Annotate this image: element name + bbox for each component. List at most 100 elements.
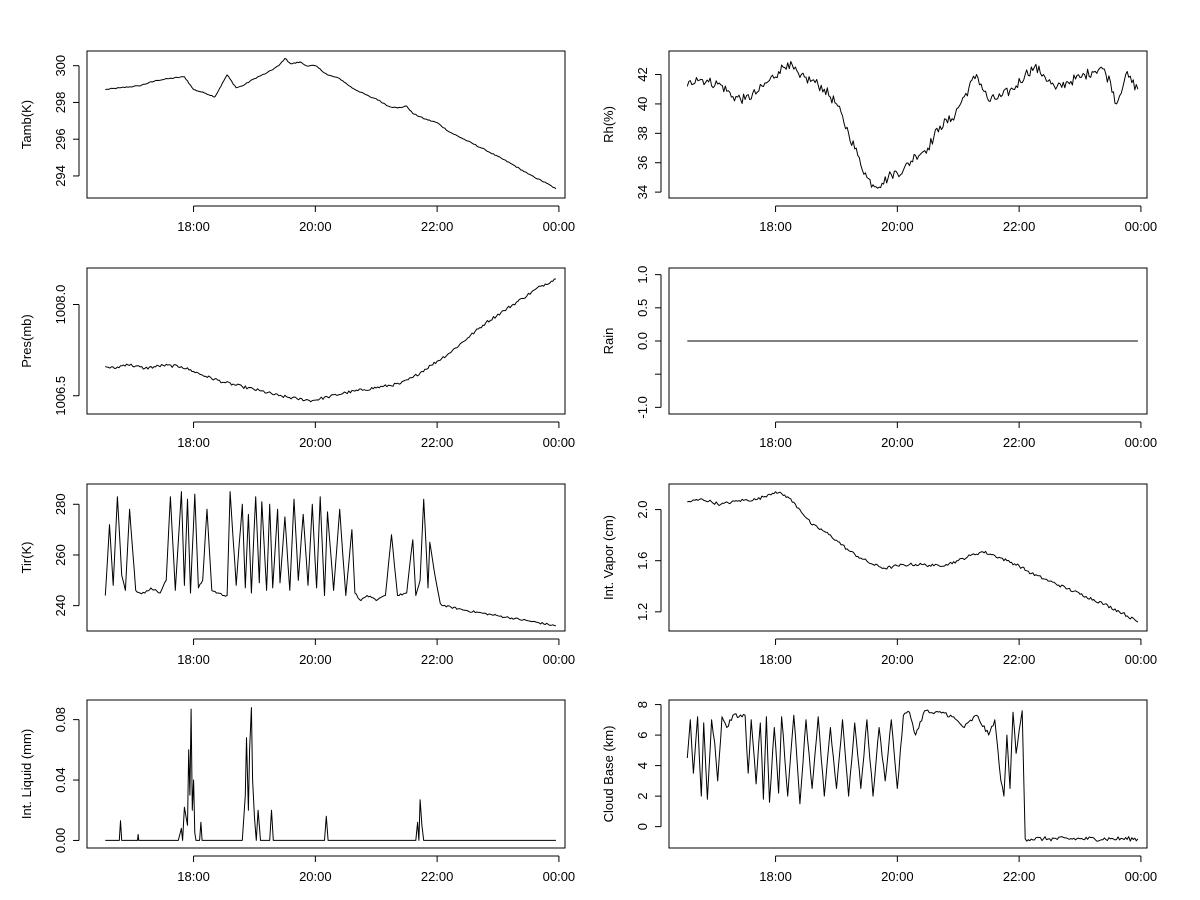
panel-integrated-vapor: 18:00 20:00 22:00 00:00 1.2 1.6 2.0 Int. Vapo… xyxy=(601,484,1157,667)
x-axis: 18:00 20:00 22:00 00:00 xyxy=(759,856,1157,884)
panel-pressure: 18:00 20:00 22:00 00:00 1006.5 1008.0 Pres(m… xyxy=(19,268,575,450)
y-tick-label: 0 xyxy=(635,823,650,830)
y-tick-label: 296 xyxy=(53,128,68,150)
panel-infrared-temperature: 18:00 20:00 22:00 00:00 240 260 280 Tir(K) xyxy=(19,484,575,667)
y-axis-label: Int. Liquid (mm) xyxy=(19,729,34,819)
x-axis: 18:00 20:00 22:00 00:00 xyxy=(177,856,575,884)
y-axis: 1006.5 1008.0 xyxy=(53,285,79,416)
series-line xyxy=(687,492,1138,622)
series-line xyxy=(687,62,1138,189)
x-axis: 18:00 20:00 22:00 00:00 xyxy=(177,639,575,667)
plot-frame xyxy=(669,700,1147,848)
x-tick-label: 00:00 xyxy=(543,652,576,667)
y-tick-label: -1.0 xyxy=(635,396,650,418)
x-tick-label: 22:00 xyxy=(421,652,454,667)
y-tick-label: 0.0 xyxy=(635,332,650,350)
y-tick-label: 294 xyxy=(53,165,68,187)
y-tick-label: 240 xyxy=(53,595,68,617)
y-tick-label: 1.0 xyxy=(635,266,650,284)
x-axis: 18:00 20:00 22:00 00:00 xyxy=(759,422,1157,450)
y-tick-label: 298 xyxy=(53,92,68,114)
x-tick-label: 22:00 xyxy=(421,869,454,884)
y-axis: -1.0 0.0 0.5 1.0 xyxy=(635,266,661,419)
y-tick-label: 2.0 xyxy=(635,501,650,519)
x-tick-label: 20:00 xyxy=(881,435,914,450)
x-tick-label: 18:00 xyxy=(759,869,792,884)
y-tick-label: 0.00 xyxy=(53,828,68,853)
x-tick-label: 20:00 xyxy=(881,869,914,884)
y-axis: 0 2 4 6 8 xyxy=(635,701,661,830)
x-axis: 18:00 20:00 22:00 00:00 xyxy=(177,422,575,450)
y-axis: 240 260 280 xyxy=(53,493,79,616)
y-tick-label: 1.2 xyxy=(635,603,650,621)
x-tick-label: 18:00 xyxy=(177,219,210,234)
x-tick-label: 22:00 xyxy=(1003,219,1036,234)
x-axis: 18:00 20:00 22:00 00:00 xyxy=(759,206,1157,234)
y-tick-label: 36 xyxy=(635,155,650,169)
x-tick-label: 22:00 xyxy=(421,435,454,450)
plot-frame xyxy=(669,51,1147,198)
x-tick-label: 20:00 xyxy=(881,652,914,667)
series-line xyxy=(105,58,556,188)
panel-relative-humidity: 18:00 20:00 22:00 00:00 34 36 38 40 42 Rh(%) xyxy=(601,51,1157,234)
y-tick-label: 34 xyxy=(635,185,650,199)
y-axis-label: Int. Vapor (cm) xyxy=(601,515,616,600)
x-axis: 18:00 20:00 22:00 00:00 xyxy=(759,639,1157,667)
y-tick-label: 260 xyxy=(53,544,68,566)
y-axis: 294 296 298 300 xyxy=(53,55,79,187)
y-tick-label: 4 xyxy=(635,762,650,769)
panel-cloud-base: 18:00 20:00 22:00 00:00 0 2 4 6 8 Cloud Base (k… xyxy=(601,700,1157,884)
y-tick-label: 8 xyxy=(635,701,650,708)
y-tick-label: 300 xyxy=(53,55,68,77)
x-tick-label: 18:00 xyxy=(177,435,210,450)
x-tick-label: 18:00 xyxy=(177,869,210,884)
y-tick-label: 1006.5 xyxy=(53,376,68,416)
y-axis-label: Tamb(K) xyxy=(19,100,34,149)
x-tick-label: 00:00 xyxy=(1125,652,1158,667)
series-line xyxy=(687,710,1138,841)
y-tick-label: 280 xyxy=(53,493,68,515)
x-tick-label: 22:00 xyxy=(421,219,454,234)
y-axis-label: Tir(K) xyxy=(19,541,34,573)
series-line xyxy=(105,279,556,402)
y-tick-label: 6 xyxy=(635,731,650,738)
y-tick-label: 0.5 xyxy=(635,299,650,317)
x-tick-label: 00:00 xyxy=(1125,219,1158,234)
y-axis: 1.21.62.0 xyxy=(635,501,661,621)
x-tick-label: 22:00 xyxy=(1003,435,1036,450)
panel-ambient-temperature: 18:00 20:00 22:00 00:00 294 296 298 300 Tamb(K… xyxy=(19,51,575,234)
x-tick-label: 20:00 xyxy=(299,219,332,234)
y-tick-label: 42 xyxy=(635,67,650,81)
x-tick-label: 00:00 xyxy=(543,435,576,450)
x-tick-label: 20:00 xyxy=(299,652,332,667)
x-tick-label: 22:00 xyxy=(1003,869,1036,884)
x-tick-label: 18:00 xyxy=(759,435,792,450)
y-tick-label: 1008.0 xyxy=(53,285,68,325)
y-axis-label: Rh(%) xyxy=(601,106,616,143)
panel-integrated-liquid: 18:00 20:00 22:00 00:00 0.00 0.04 0.08 Int. L… xyxy=(19,700,575,884)
x-tick-label: 20:00 xyxy=(299,435,332,450)
series-line xyxy=(105,708,556,841)
x-tick-label: 22:00 xyxy=(1003,652,1036,667)
x-axis: 18:00 20:00 22:00 00:00 xyxy=(177,206,575,234)
x-tick-label: 18:00 xyxy=(177,652,210,667)
y-axis-label: Rain xyxy=(601,328,616,355)
y-tick-label: 0.04 xyxy=(53,767,68,792)
x-tick-label: 18:00 xyxy=(759,652,792,667)
panel-rain: 18:00 20:00 22:00 00:00 -1.0 0.0 0.5 1.0 Rain xyxy=(601,266,1157,450)
x-tick-label: 20:00 xyxy=(299,869,332,884)
x-tick-label: 00:00 xyxy=(1125,435,1158,450)
y-axis-label: Pres(mb) xyxy=(19,314,34,367)
series-line xyxy=(105,492,556,626)
x-tick-label: 20:00 xyxy=(881,219,914,234)
plot-frame xyxy=(669,484,1147,631)
x-tick-label: 00:00 xyxy=(1125,869,1158,884)
y-axis: 0.00 0.04 0.08 xyxy=(53,707,79,853)
y-tick-label: 0.08 xyxy=(53,707,68,732)
x-tick-label: 00:00 xyxy=(543,869,576,884)
plot-frame xyxy=(87,51,565,198)
y-axis: 34 36 38 40 42 xyxy=(635,67,661,199)
plot-frame xyxy=(87,268,565,414)
x-tick-label: 18:00 xyxy=(759,219,792,234)
